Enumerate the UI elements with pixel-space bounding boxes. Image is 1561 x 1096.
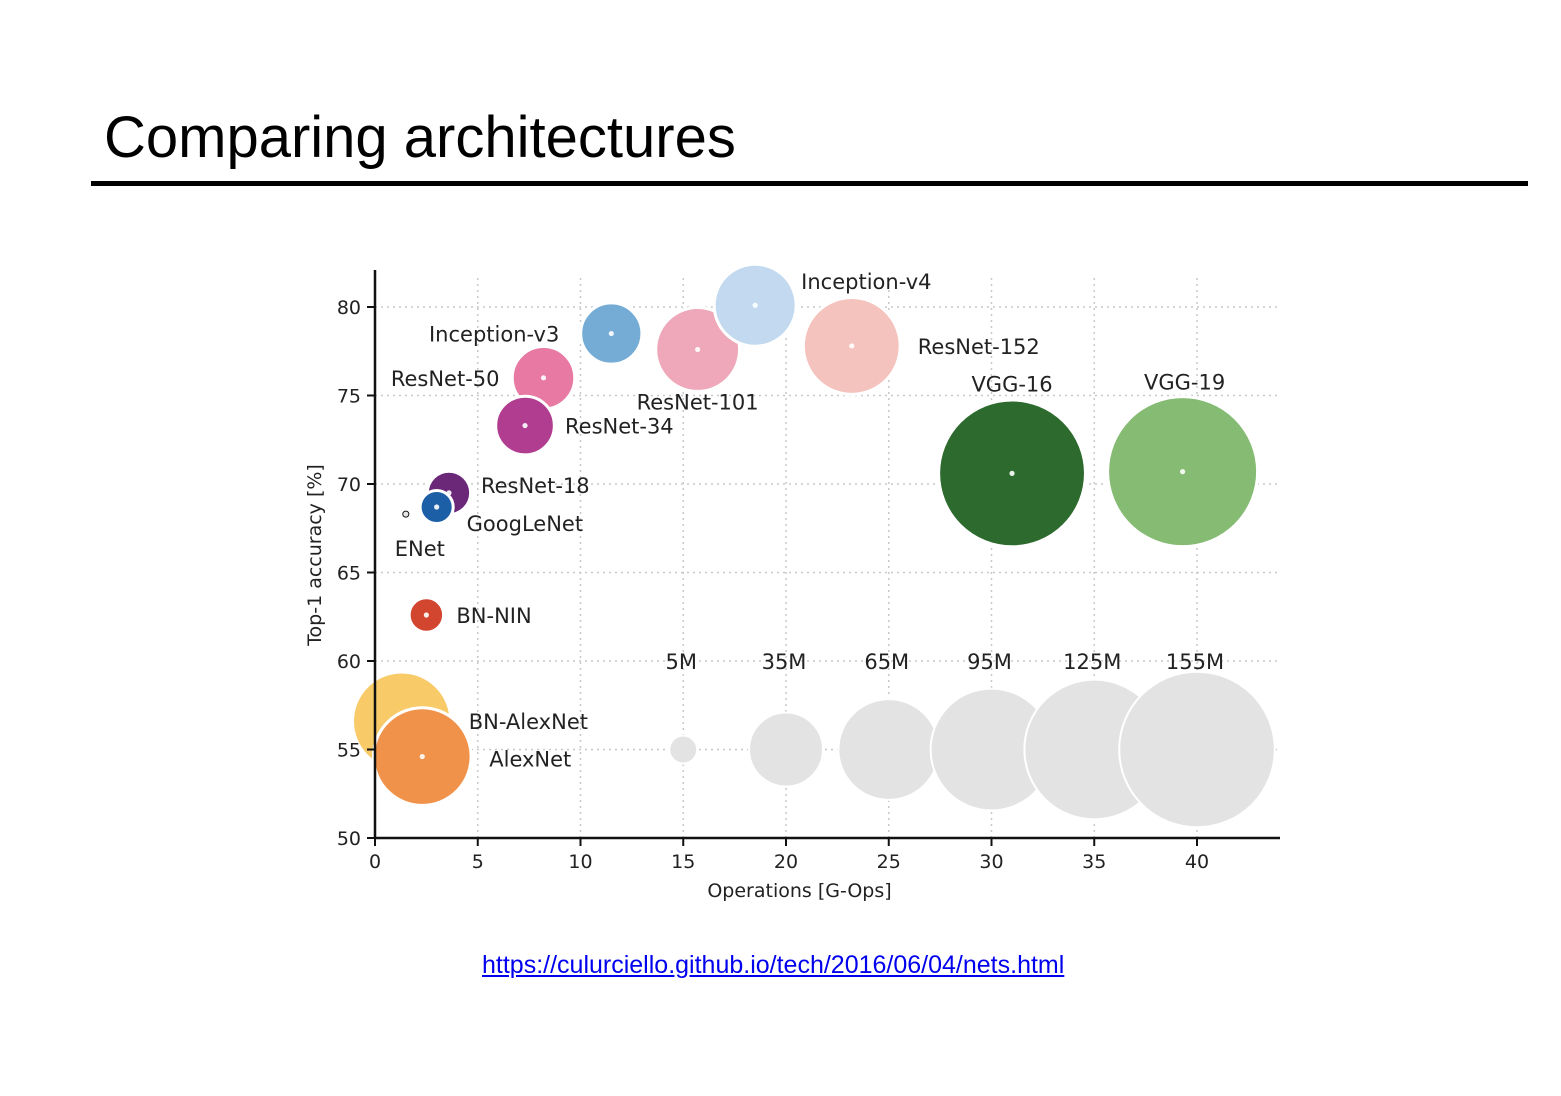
slide-title: Comparing architectures [104, 105, 736, 170]
size-legend-bubble [837, 698, 941, 801]
y-axis-label: Top-1 accuracy [%] [304, 464, 326, 647]
bubble-label: Inception-v3 [429, 323, 559, 347]
y-tick-label: 60 [337, 651, 361, 673]
bubble-label: ResNet-101 [637, 390, 759, 414]
bubble-center [695, 346, 701, 353]
bubble-label: ResNet-50 [391, 367, 500, 391]
x-tick-label: 40 [1185, 851, 1209, 873]
y-tick-label: 75 [337, 386, 361, 408]
bubble-label: ResNet-152 [918, 335, 1040, 359]
x-tick-label: 35 [1082, 851, 1106, 873]
bubble-label: GoogLeNet [467, 512, 583, 536]
source-link[interactable]: https://culurciello.github.io/tech/2016/… [482, 951, 1065, 979]
bubble-label: ENet [395, 537, 445, 561]
size-legend-label: 95M [967, 650, 1012, 674]
bubble-center [608, 330, 614, 337]
size-legend-label: 35M [762, 650, 807, 674]
bubble-center [540, 375, 547, 381]
bubble-center [1180, 469, 1186, 475]
bubble-label: BN-NIN [456, 604, 531, 628]
y-tick-label: 55 [337, 740, 361, 762]
size-legend-label: 155M [1166, 650, 1224, 674]
bubble-label: VGG-19 [1144, 371, 1225, 395]
x-tick-label: 5 [472, 851, 484, 873]
x-tick-label: 10 [568, 851, 592, 873]
bubble-center [403, 511, 409, 517]
x-tick-label: 20 [774, 851, 798, 873]
bubble-center [419, 753, 425, 760]
size-legend-bubble [748, 711, 824, 788]
y-tick-label: 65 [337, 563, 361, 585]
bubble-center [423, 612, 429, 618]
bubble-label: ResNet-34 [565, 415, 674, 439]
size-legend-label: 125M [1063, 650, 1121, 674]
size-legend-bubble [668, 734, 699, 765]
bubble-center [752, 302, 758, 308]
bubble-center [1009, 470, 1015, 476]
bubble-label: VGG-16 [971, 372, 1052, 396]
bubble-label: AlexNet [489, 748, 571, 772]
bubble-center [849, 343, 855, 349]
x-axis-label: Operations [G-Ops] [707, 880, 891, 902]
bubbles [351, 262, 1276, 829]
y-tick-label: 70 [337, 474, 361, 496]
labels: 5M 35M 65M 95M 125M 155M BN-AlexNet AlexNet BN-N… [304, 270, 1225, 902]
x-tick-label: 15 [671, 851, 695, 873]
bubble-label: Inception-v4 [801, 270, 931, 294]
x-tick-label: 0 [369, 851, 381, 873]
y-tick-label: 80 [337, 297, 361, 319]
axes [367, 270, 1280, 846]
size-legend-bubble [1118, 670, 1276, 829]
bubble-label: BN-AlexNet [469, 710, 588, 734]
x-tick-label: 25 [877, 851, 901, 873]
bubble-center [522, 422, 528, 429]
size-legend-label: 65M [864, 650, 909, 674]
size-legend-label: 5M [666, 650, 697, 674]
bubble-center [434, 504, 440, 510]
x-tick-label: 30 [979, 851, 1003, 873]
title-divider [91, 181, 1528, 186]
bubble-label: ResNet-18 [481, 474, 590, 498]
y-tick-label: 50 [337, 828, 361, 850]
